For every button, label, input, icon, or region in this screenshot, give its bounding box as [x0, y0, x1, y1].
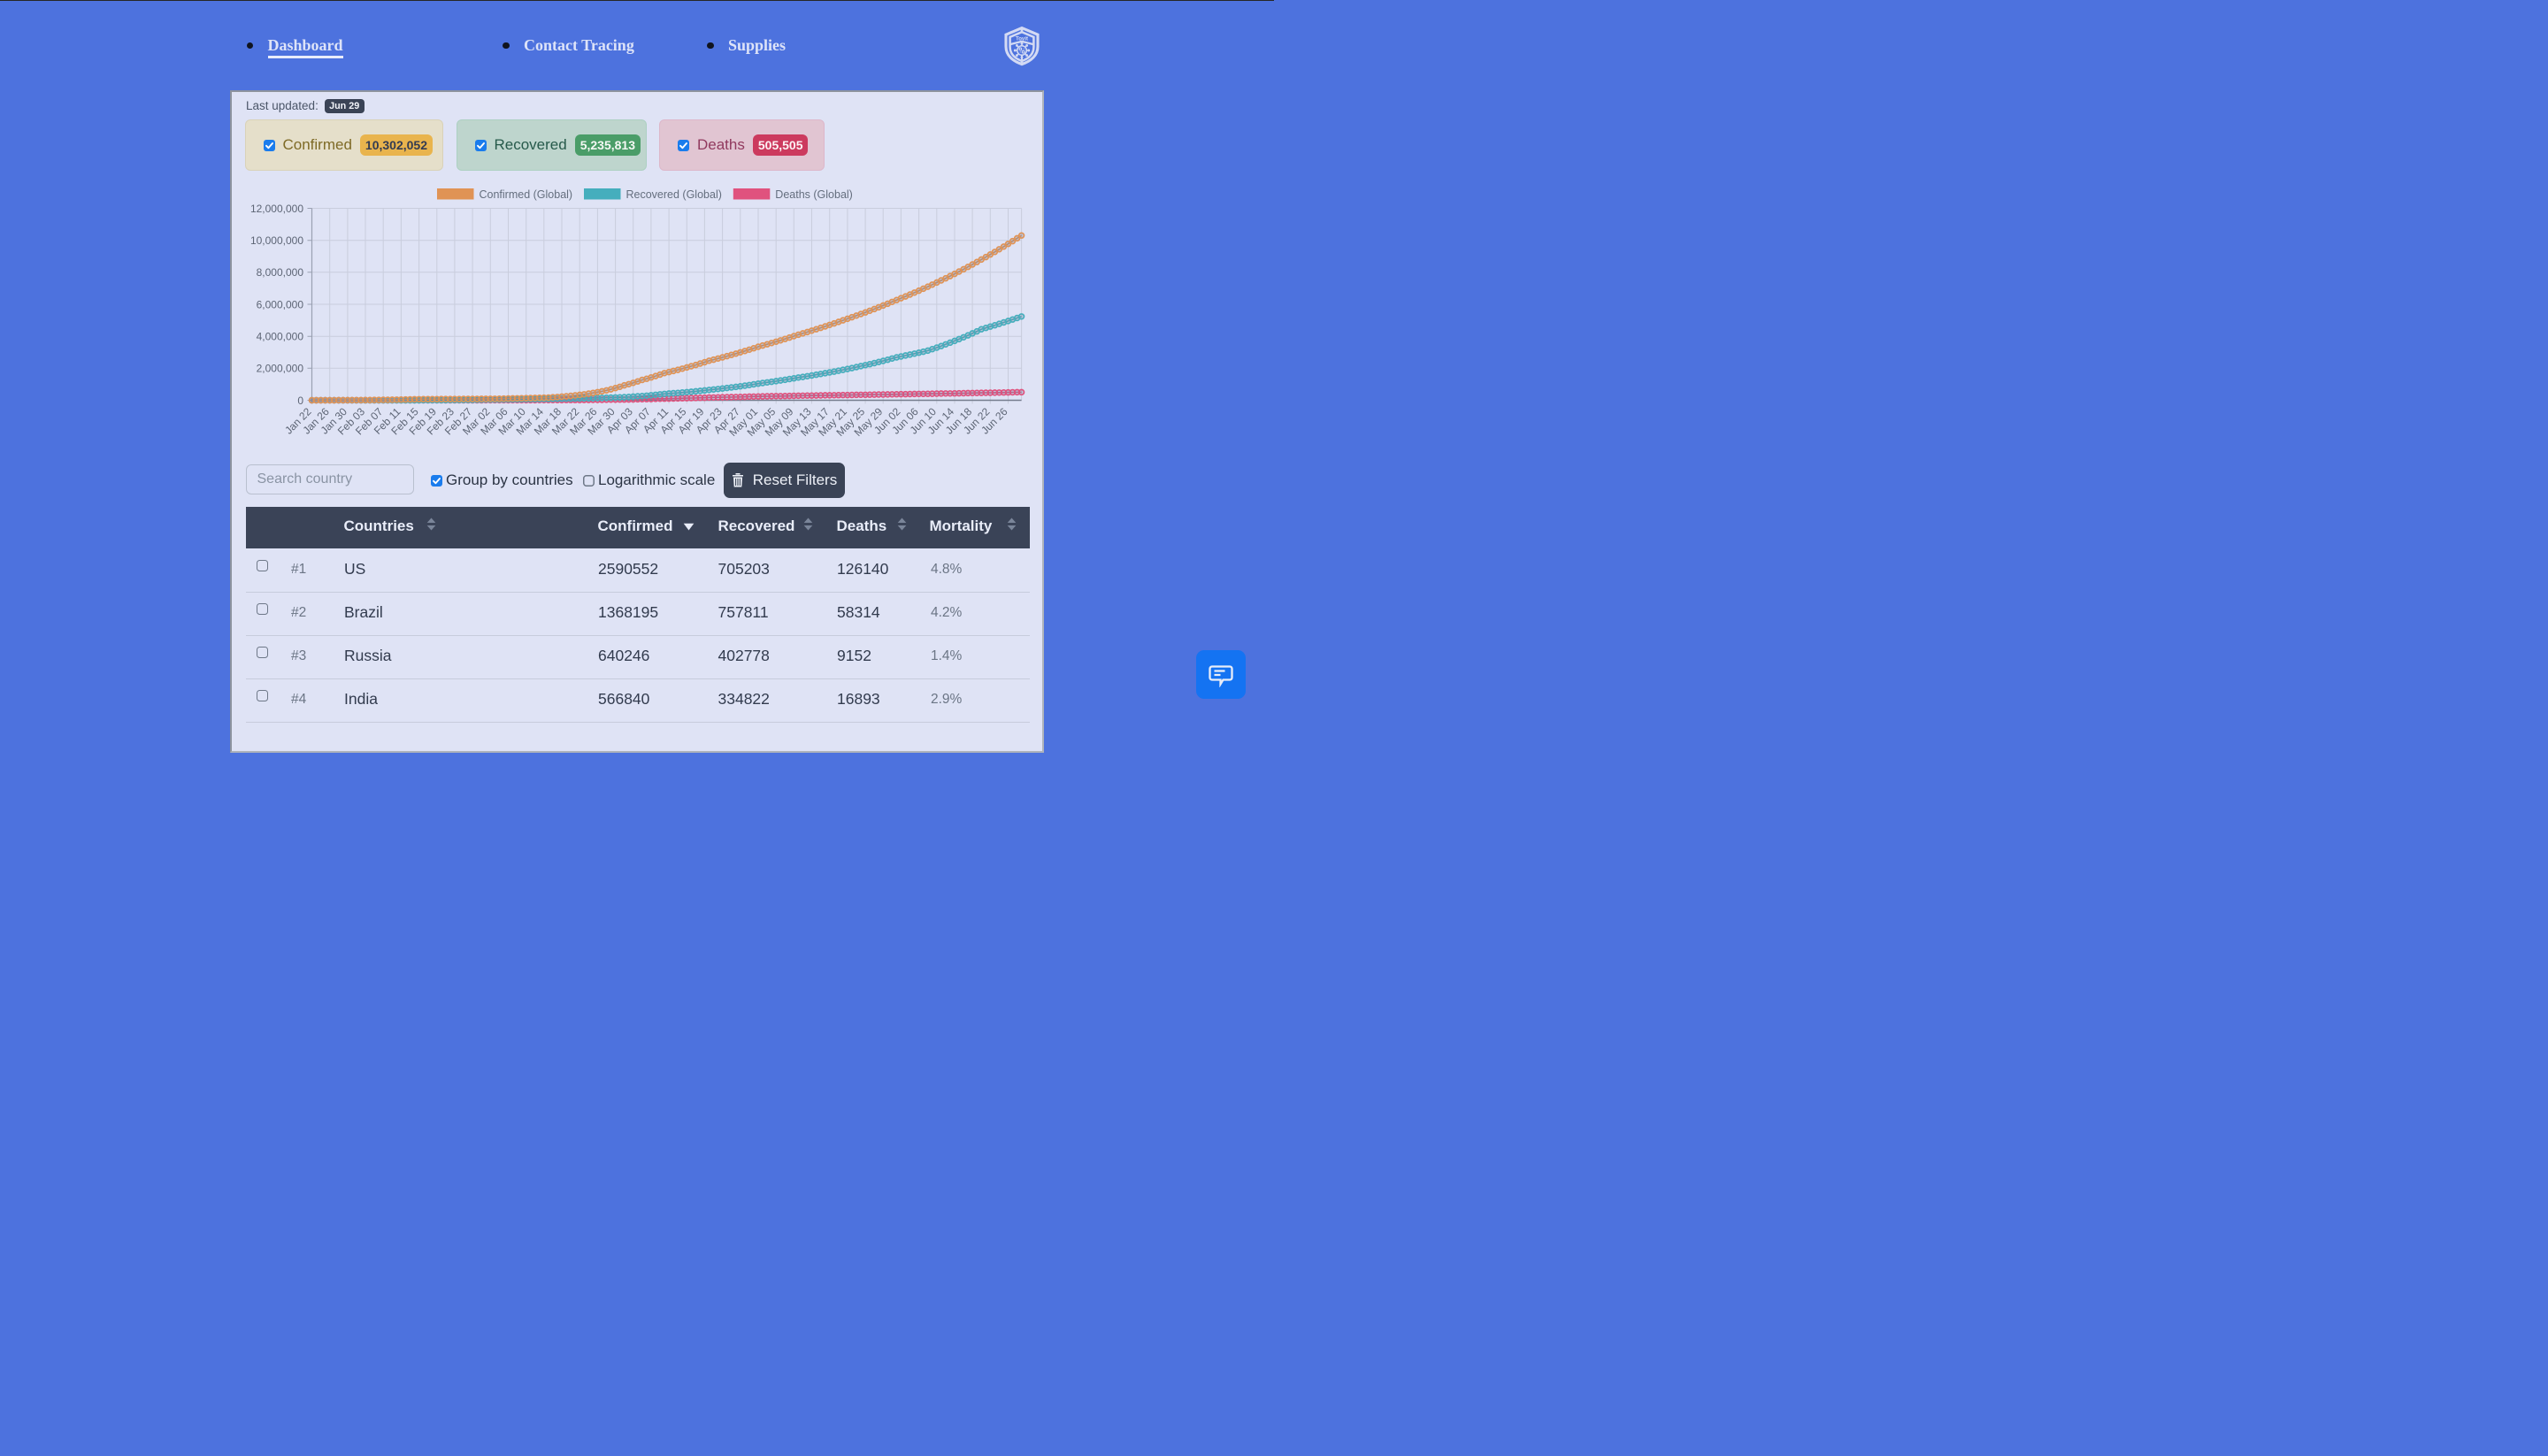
svg-text:2,000,000: 2,000,000 — [257, 363, 304, 375]
svg-text:6,000,000: 6,000,000 — [257, 298, 304, 310]
svg-text:Confirmed (Global): Confirmed (Global) — [480, 188, 573, 201]
svg-text:8,000,000: 8,000,000 — [257, 266, 304, 279]
svg-text:Deaths (Global): Deaths (Global) — [775, 188, 853, 201]
svg-text:Tovit: Tovit — [1016, 35, 1028, 42]
svg-text:12,000,000: 12,000,000 — [250, 203, 303, 215]
svg-text:4,000,000: 4,000,000 — [257, 331, 304, 343]
svg-text:0: 0 — [297, 395, 303, 407]
svg-text:10,000,000: 10,000,000 — [250, 234, 303, 247]
svg-text:Recovered (Global): Recovered (Global) — [626, 188, 722, 201]
